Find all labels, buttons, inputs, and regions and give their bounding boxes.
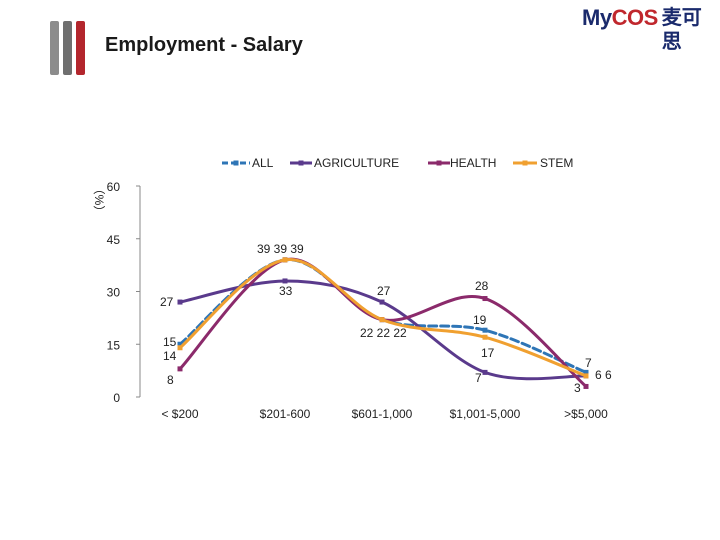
point-agriculture-1 (282, 278, 288, 284)
page-title: Employment - Salary (105, 34, 303, 56)
point-stem-0 (177, 345, 183, 351)
x-tick-label-1: $201-600 (260, 407, 311, 421)
point-agriculture-3 (482, 369, 488, 375)
x-tick-label-4: >$5,000 (564, 407, 608, 421)
point-all-0 (177, 341, 183, 347)
legend-marker-health (436, 160, 442, 166)
legend-label-health: HEALTH (450, 156, 496, 170)
decor-bar-darkgray (63, 21, 72, 75)
logo-chinese: 麦可思 (661, 7, 702, 53)
data-label-12: 7 (585, 356, 592, 370)
point-stem-3 (482, 334, 488, 340)
data-label-5: 33 (279, 284, 293, 298)
point-stem-1 (282, 257, 288, 263)
y-tick-label-0: 0 (113, 391, 120, 405)
point-health-3 (482, 296, 488, 302)
point-stem-2 (379, 317, 385, 323)
x-tick-label-3: $1,001-5,000 (450, 407, 521, 421)
legend-label-agriculture: AGRICULTURE (314, 156, 399, 170)
y-axis-label: （%） (92, 183, 106, 218)
legend-marker-stem (522, 160, 528, 166)
data-label-9: 19 (473, 313, 487, 327)
data-label-8: 28 (475, 279, 489, 293)
legend-marker-agriculture (298, 160, 304, 166)
legend-label-all: ALL (252, 156, 274, 170)
data-label-4: 39 39 39 (257, 242, 304, 256)
mycos-logo: MyCOS 麦可思 (582, 5, 712, 54)
y-tick-label-3: 45 (107, 233, 121, 247)
point-all-3 (482, 327, 488, 333)
data-label-10: 17 (481, 346, 495, 360)
point-health-4 (583, 383, 589, 389)
decor-bar-gray (50, 21, 59, 75)
data-label-3: 8 (167, 373, 174, 387)
data-label-14: 3 (574, 381, 581, 395)
data-label-11: 7 (475, 371, 482, 385)
legend-label-stem: STEM (540, 156, 573, 170)
point-all-4 (583, 369, 589, 375)
point-health-0 (177, 366, 183, 372)
x-tick-label-0: < $200 (161, 407, 198, 421)
decorative-bars (50, 21, 90, 75)
y-tick-label-2: 30 (107, 286, 121, 300)
data-label-0: 27 (160, 295, 174, 309)
data-label-7: 22 22 22 (360, 326, 407, 340)
point-agriculture-2 (379, 299, 385, 305)
legend-marker-all (233, 160, 239, 166)
data-label-1: 15 (163, 335, 177, 349)
data-label-13: 6 6 (595, 368, 612, 382)
data-label-6: 27 (377, 284, 391, 298)
point-stem-4 (583, 373, 589, 379)
x-tick-label-2: $601-1,000 (352, 407, 413, 421)
series-line-health (178, 257, 588, 388)
data-label-2: 14 (163, 349, 177, 363)
y-tick-label-4: 60 (107, 180, 121, 194)
y-tick-label-1: 15 (107, 338, 121, 352)
series-line-all (178, 258, 588, 374)
logo-text: MyCOS (582, 5, 658, 30)
decor-bar-red (76, 21, 85, 75)
point-agriculture-0 (177, 299, 183, 305)
